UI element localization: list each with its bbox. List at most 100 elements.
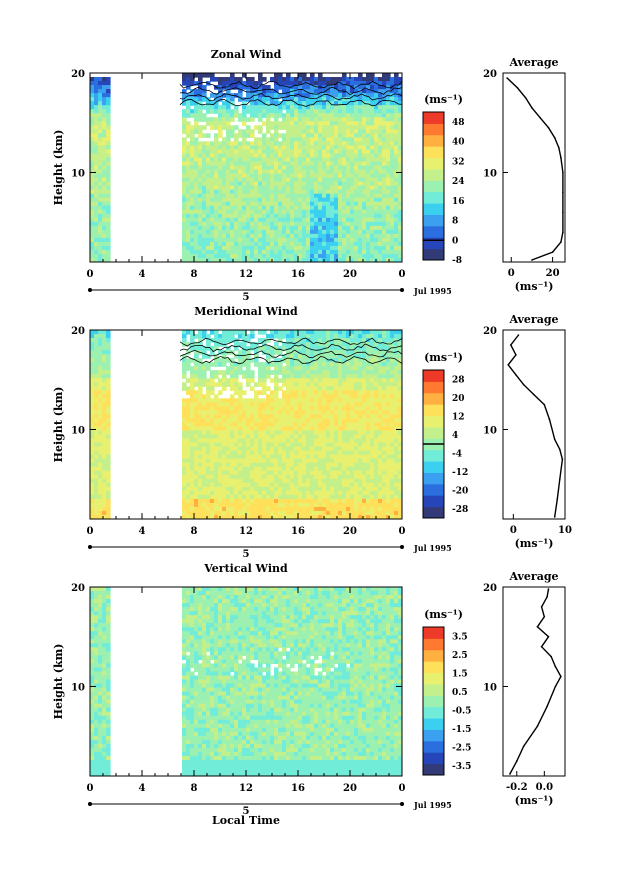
heatmap-cell xyxy=(290,514,295,519)
heatmap-cell xyxy=(290,189,295,195)
heatmap-cell xyxy=(318,394,323,399)
heatmap-cell xyxy=(274,105,279,110)
heatmap-cell xyxy=(346,153,351,159)
heatmap-cell xyxy=(330,205,335,211)
heatmap-cell xyxy=(346,338,351,343)
heatmap-cell xyxy=(198,446,203,452)
heatmap-cell xyxy=(270,149,275,155)
heatmap-cell xyxy=(194,398,199,403)
heatmap-cell xyxy=(398,89,402,94)
heatmap-cell xyxy=(394,189,399,195)
heatmap-cell xyxy=(354,141,359,146)
heatmap-cell xyxy=(310,334,315,339)
heatmap-cell xyxy=(194,410,199,416)
heatmap-cell xyxy=(334,434,339,440)
heatmap-cell xyxy=(234,378,239,383)
heatmap-cell xyxy=(278,245,283,251)
heatmap-cell xyxy=(398,97,402,102)
heatmap-cell xyxy=(302,249,307,255)
heatmap-cell xyxy=(326,446,331,452)
heatmap-cell xyxy=(326,253,331,259)
heatmap-cell xyxy=(370,205,375,211)
heatmap-cell xyxy=(194,201,199,207)
heatmap-cell xyxy=(314,362,319,367)
heatmap-cell xyxy=(290,249,295,255)
heatmap-cell xyxy=(398,121,402,126)
heatmap-cell xyxy=(190,386,195,391)
heatmap-cell xyxy=(246,257,251,262)
heatmap-cell xyxy=(202,165,207,171)
heatmap-cell xyxy=(274,498,279,504)
heatmap-cell xyxy=(246,217,251,223)
heatmap-cell xyxy=(294,430,299,436)
heatmap-cell xyxy=(366,241,371,247)
heatmap-cell xyxy=(266,358,271,363)
heatmap-cell xyxy=(98,77,103,82)
heatmap-cell xyxy=(318,169,323,175)
heatmap-cell xyxy=(90,330,95,335)
heatmap-cell xyxy=(182,213,187,219)
heatmap-cell xyxy=(266,233,271,239)
heatmap-cell xyxy=(98,474,103,480)
heatmap-cell xyxy=(290,422,295,428)
heatmap-cell xyxy=(190,237,195,243)
heatmap-cell xyxy=(334,105,339,110)
heatmap-cell xyxy=(314,390,319,395)
heatmap-cell xyxy=(318,257,323,262)
heatmap-cell xyxy=(310,213,315,219)
heatmap-cell xyxy=(338,109,343,114)
heatmap-cell xyxy=(298,149,303,155)
heatmap-cell xyxy=(234,342,239,347)
heatmap-cell xyxy=(190,514,195,519)
heatmap-cell xyxy=(346,378,351,383)
heatmap-cell xyxy=(398,189,402,195)
heatmap-cell xyxy=(246,241,251,247)
heatmap-cell xyxy=(306,185,311,191)
heatmap-cell xyxy=(330,209,335,215)
heatmap-cell xyxy=(342,386,347,391)
heatmap-cell xyxy=(342,346,347,351)
heatmap-cell xyxy=(350,398,355,403)
heatmap-cell xyxy=(238,81,243,86)
heatmap-cell xyxy=(218,390,223,395)
heatmap-cell xyxy=(330,514,335,519)
heatmap-cell xyxy=(334,141,339,146)
heatmap-cell xyxy=(394,213,399,219)
heatmap-cell xyxy=(214,494,219,500)
heatmap-cell xyxy=(342,366,347,371)
heatmap-cell xyxy=(226,197,231,203)
heatmap-cell xyxy=(250,209,255,215)
heatmap-cell xyxy=(390,225,395,231)
heatmap-cell xyxy=(334,498,339,504)
heatmap-cell xyxy=(106,185,111,191)
heatmap-cell xyxy=(286,442,291,448)
heatmap-cell xyxy=(290,217,295,223)
heatmap-cell xyxy=(230,101,235,106)
heatmap-cell xyxy=(206,201,211,207)
heatmap-cell xyxy=(242,402,247,407)
heatmap-cell xyxy=(322,137,327,142)
heatmap-cell xyxy=(238,414,243,420)
heatmap-cell xyxy=(258,406,263,412)
heatmap-cell xyxy=(266,157,271,163)
heatmap-cell xyxy=(358,117,363,122)
heatmap-cell xyxy=(222,137,227,142)
heatmap-cell xyxy=(210,462,215,468)
heatmap-cell xyxy=(246,177,251,183)
heatmap-cell xyxy=(186,378,191,383)
heatmap-cell xyxy=(362,165,367,171)
heatmap-cell xyxy=(258,221,263,227)
heatmap-cell xyxy=(182,157,187,163)
heatmap-cell xyxy=(346,346,351,351)
heatmap-cell xyxy=(230,502,235,508)
heatmap-cell xyxy=(230,193,235,199)
heatmap-cell xyxy=(226,402,231,407)
heatmap-cell xyxy=(202,346,207,351)
heatmap-cell xyxy=(258,73,263,78)
heatmap-cell xyxy=(254,153,259,159)
heatmap-cell xyxy=(218,342,223,347)
heatmap-cell xyxy=(202,378,207,383)
heatmap-cell xyxy=(342,145,347,150)
heatmap-cell xyxy=(294,434,299,440)
heatmap-cell xyxy=(250,462,255,468)
